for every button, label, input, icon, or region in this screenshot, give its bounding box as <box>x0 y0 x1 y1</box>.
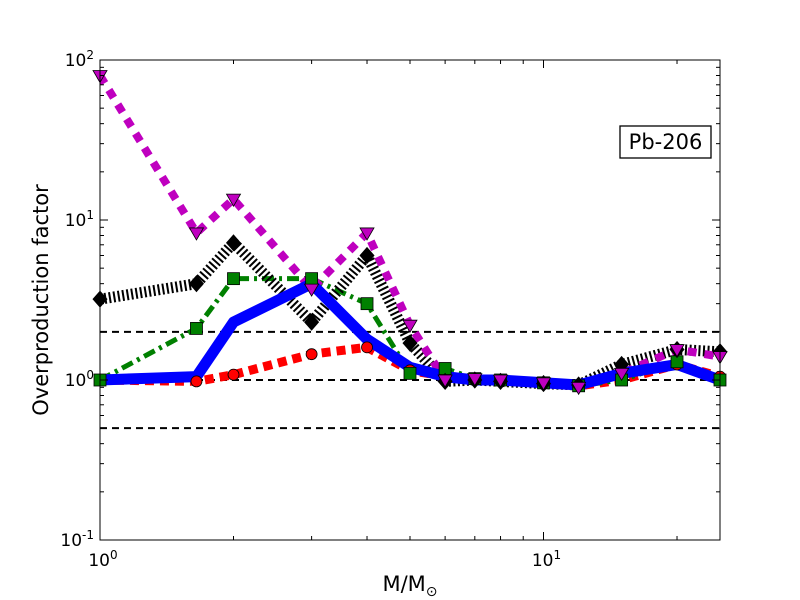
data-point <box>225 193 242 207</box>
data-point <box>570 381 587 396</box>
data-point <box>225 234 242 252</box>
data-point <box>303 283 320 297</box>
annotation-label: Pb-206 <box>629 130 703 154</box>
y-axis-label: Overproduction factor <box>29 184 53 416</box>
data-point <box>360 297 374 311</box>
data-point <box>359 227 375 241</box>
annotation-frame <box>619 125 712 159</box>
series-line <box>94 278 726 391</box>
data-point <box>305 348 318 361</box>
data-point <box>402 334 418 352</box>
x-axis-label: M/M⊙ <box>382 572 437 600</box>
series-lines <box>94 73 726 392</box>
x-tick-label: 100 <box>88 548 117 571</box>
x-axis-label-subscript: ⊙ <box>426 584 438 600</box>
y-tick-label: 101 <box>65 208 94 231</box>
data-point <box>437 374 453 388</box>
data-point <box>403 366 417 380</box>
y-tick-label: 10-1 <box>60 528 94 551</box>
data-point <box>305 272 319 286</box>
y-tick-label: 102 <box>65 48 94 71</box>
y-tick-label: 100 <box>65 368 94 391</box>
annotation-box: Pb-206 <box>619 125 712 159</box>
data-point <box>304 313 320 331</box>
data-point <box>227 272 240 286</box>
series-markers <box>92 70 728 396</box>
data-point <box>361 341 373 354</box>
data-point <box>227 368 240 381</box>
series-line <box>99 237 721 391</box>
data-point <box>402 319 418 334</box>
x-axis-label-main: M/M <box>382 572 425 596</box>
data-point <box>467 373 483 387</box>
data-point <box>492 374 509 388</box>
plot-frame <box>99 59 721 541</box>
x-tick-label: 101 <box>532 548 561 571</box>
data-point <box>669 344 685 358</box>
data-point <box>190 322 203 335</box>
data-point <box>359 246 375 265</box>
data-point <box>613 367 630 382</box>
data-point <box>535 377 552 391</box>
data-point <box>188 227 205 241</box>
data-point <box>438 362 452 375</box>
data-point <box>188 275 204 293</box>
data-point <box>190 375 203 388</box>
